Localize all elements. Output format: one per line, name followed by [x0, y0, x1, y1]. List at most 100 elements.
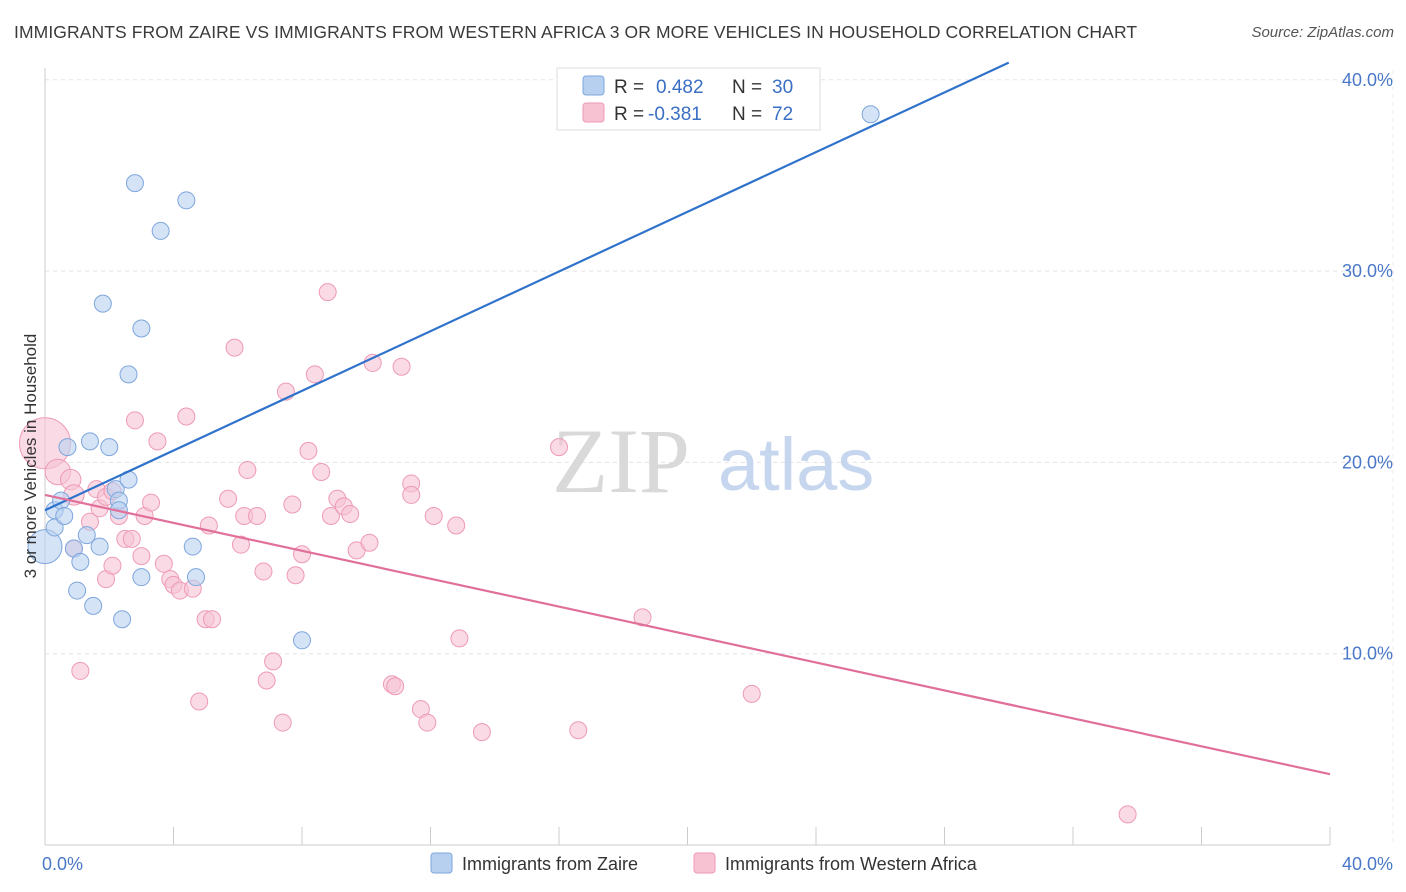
legend-swatch-zaire — [582, 75, 605, 96]
correlation-legend: R = 0.482 N = 30 R = -0.381 N = 72 — [556, 67, 821, 131]
zaire-point — [119, 365, 138, 384]
y-tick-label: 20.0% — [1342, 452, 1393, 472]
legend-n-label-zaire: N = — [732, 77, 762, 98]
zaire-point — [186, 568, 205, 587]
western-africa-point — [569, 721, 588, 740]
western-africa-point — [321, 506, 340, 525]
zaire-point — [100, 438, 119, 457]
zaire-point — [183, 537, 202, 556]
western-africa-point — [154, 554, 173, 573]
western-africa-point — [103, 556, 122, 575]
zaire-point — [293, 631, 311, 650]
western-africa-point — [312, 462, 331, 481]
legend-n-value-wafrica: 72 — [772, 104, 793, 125]
western-africa-point — [418, 713, 437, 732]
zaire-point — [84, 596, 103, 615]
western-africa-point — [125, 411, 144, 430]
western-africa-point — [424, 506, 443, 525]
legend-r-label-zaire: R = — [614, 77, 644, 98]
trend-lines — [44, 61, 1331, 776]
zaire-point — [90, 537, 109, 556]
series-legend-label-wafrica: Immigrants from Western Africa — [725, 854, 978, 874]
zaire-point — [93, 294, 112, 313]
y-tick-label: 40.0% — [1342, 70, 1393, 90]
western-africa-point — [286, 566, 305, 585]
series-legend-label-zaire: Immigrants from Zaire — [462, 854, 638, 874]
western-africa-point — [257, 671, 276, 690]
y-tick-labels: 10.0% 20.0% 30.0% 40.0% — [1342, 70, 1393, 664]
x-tick-label-min: 0.0% — [42, 854, 83, 874]
watermark: ZIP atlas — [552, 410, 874, 512]
zaire-point — [71, 552, 90, 571]
legend-r-label-wafrica: R = — [614, 104, 644, 125]
legend-r-value-zaire: 0.482 — [656, 77, 704, 98]
western-africa-points — [19, 283, 1137, 824]
western-africa-point — [148, 432, 167, 451]
zaire-point — [68, 581, 87, 600]
zaire-point — [177, 191, 196, 210]
zaire-point — [113, 610, 132, 629]
western-africa-point — [203, 610, 222, 629]
western-africa-point — [447, 516, 466, 535]
western-africa-point — [318, 283, 337, 302]
legend-swatch-wafrica — [582, 102, 605, 123]
western-africa-point — [341, 505, 360, 524]
western-africa-point — [225, 338, 244, 357]
western-africa-point — [190, 692, 209, 711]
western-africa-point — [402, 485, 421, 504]
zaire-point — [80, 432, 99, 451]
source-credit: Source: ZipAtlas.com — [1251, 24, 1394, 41]
western-africa-point — [254, 562, 273, 581]
zaire-point — [58, 438, 77, 457]
zaire-point — [77, 526, 96, 545]
zaire-point — [132, 319, 151, 338]
western-africa-point — [360, 533, 379, 552]
western-africa-point — [1118, 805, 1137, 824]
x-tick-labels: 0.0% 40.0% — [42, 854, 1393, 874]
western-africa-point — [219, 489, 238, 508]
western-africa-trend-line — [44, 493, 1331, 776]
western-africa-point — [450, 629, 469, 648]
legend-n-value-zaire: 30 — [772, 77, 793, 98]
western-africa-point — [231, 535, 250, 554]
western-africa-point — [273, 713, 292, 732]
western-africa-point — [299, 441, 318, 460]
y-tick-label: 30.0% — [1342, 261, 1393, 281]
western-africa-point — [142, 493, 161, 512]
zaire-point — [27, 529, 63, 565]
western-africa-point — [742, 684, 761, 703]
western-africa-point — [71, 661, 90, 680]
y-axis-title: 3 or more Vehicles in Household — [21, 334, 40, 579]
legend-n-label-wafrica: N = — [732, 104, 762, 125]
western-africa-point — [550, 438, 568, 457]
zaire-point — [125, 174, 144, 193]
y-tick-label: 10.0% — [1342, 644, 1393, 664]
western-africa-point — [122, 529, 141, 548]
western-africa-point — [472, 723, 491, 742]
western-africa-point — [386, 677, 405, 696]
western-africa-point — [392, 357, 411, 376]
western-africa-point — [248, 506, 267, 525]
series-legend: Immigrants from Zaire Immigrants from We… — [430, 852, 978, 874]
western-africa-point — [293, 545, 311, 564]
western-africa-point — [283, 495, 302, 514]
watermark-atlas: atlas — [718, 423, 874, 506]
zaire-trend-line — [44, 61, 1010, 512]
western-africa-point — [264, 652, 283, 671]
watermark-zip: ZIP — [552, 410, 690, 512]
western-africa-point — [132, 547, 151, 566]
chart-title: IMMIGRANTS FROM ZAIRE VS IMMIGRANTS FROM… — [14, 22, 1138, 42]
series-legend-swatch-zaire — [430, 852, 453, 874]
western-africa-point — [238, 461, 257, 480]
western-africa-point — [305, 365, 324, 384]
zaire-point — [151, 221, 170, 240]
zaire-point — [55, 506, 74, 525]
zaire-point — [132, 568, 151, 587]
western-africa-point — [177, 407, 196, 426]
axes — [44, 68, 1331, 846]
x-tick-label-max: 40.0% — [1342, 854, 1393, 874]
zaire-point — [861, 105, 880, 124]
legend-r-value-wafrica: -0.381 — [648, 104, 702, 125]
series-legend-swatch-wafrica — [693, 852, 716, 874]
